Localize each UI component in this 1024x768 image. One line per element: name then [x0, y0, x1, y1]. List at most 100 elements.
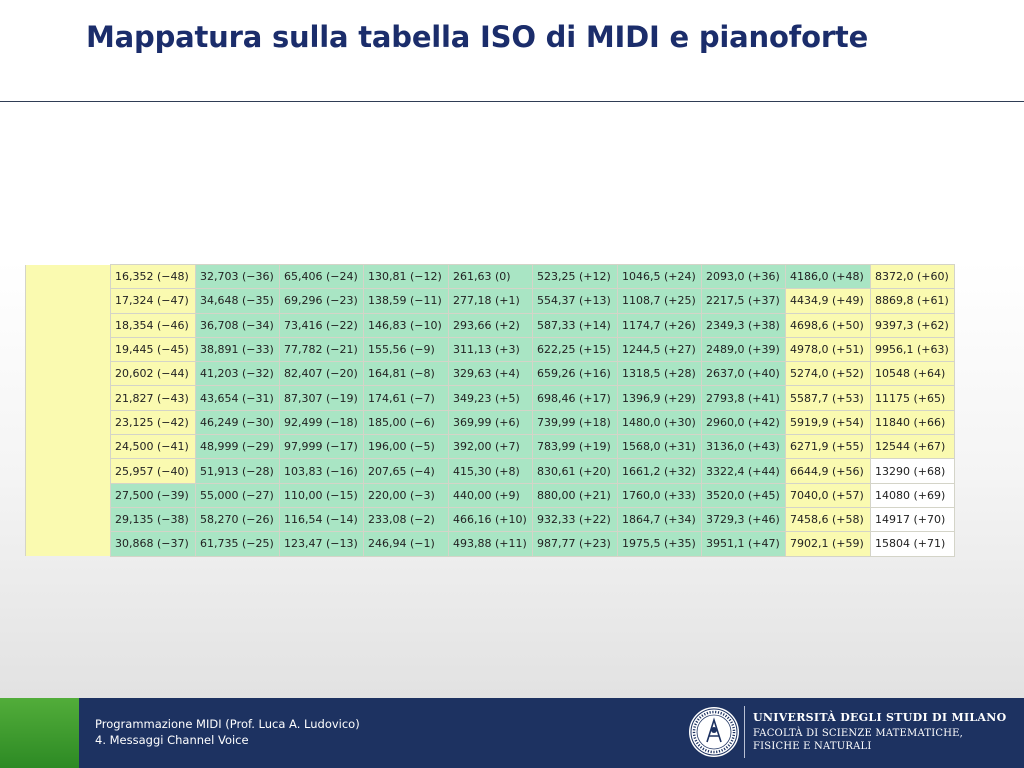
table-row: 20,602 (−44) 41,203 (−32) 82,407 (−20) 164,…	[25, 361, 955, 387]
table-cell: 73,416 (−22)	[279, 312, 364, 338]
table-cell: 32,703 (−36)	[195, 263, 280, 290]
table-cell: 82,407 (−20)	[279, 361, 364, 387]
table-cell: 3729,3 (+46)	[701, 506, 786, 533]
table-cell: 8372,0 (+60)	[870, 263, 955, 290]
table-cell: 3520,0 (+45)	[701, 482, 786, 508]
table-cell: 311,13 (+3)	[448, 336, 533, 363]
table-cell: 5274,0 (+52)	[785, 361, 871, 387]
table-cell: 277,18 (+1)	[448, 288, 533, 314]
table-cell: 18,354 (−46)	[110, 312, 196, 338]
table-cell: 21,827 (−43)	[110, 385, 196, 411]
table-cell: 7458,6 (+58)	[785, 506, 871, 533]
table-cell: 698,46 (+17)	[532, 385, 618, 411]
table-cell: 2793,8 (+41)	[701, 385, 786, 411]
table-row: 17,324 (−47) 34,648 (−35) 69,296 (−23) 138,…	[25, 288, 955, 314]
table-cell: 116,54 (−14)	[279, 506, 364, 533]
table-cell: 5587,7 (+53)	[785, 385, 871, 411]
table-cell: 174,61 (−7)	[363, 385, 449, 411]
table-cell: 20,602 (−44)	[110, 361, 196, 387]
table-cell: 4978,0 (+51)	[785, 336, 871, 363]
table-cell: 87,307 (−19)	[279, 385, 364, 411]
table-cell: 880,00 (+21)	[532, 482, 618, 508]
table-cell: 523,25 (+12)	[532, 263, 618, 290]
table-cell: 97,999 (−17)	[279, 434, 364, 460]
title-divider	[0, 101, 1024, 102]
table-cell: 155,56 (−9)	[363, 336, 449, 363]
university-logo-text: UNIVERSITÀ DEGLI STUDI DI MILANO FACOLTÀ…	[753, 711, 1007, 753]
table-cell: 1396,9 (+29)	[617, 385, 702, 411]
table-row: 30,868 (−37) 61,735 (−25) 123,47 (−13) 246,…	[25, 531, 955, 557]
table-blank-cell	[25, 313, 111, 338]
table-cell: 349,23 (+5)	[448, 385, 533, 411]
table-cell: 1244,5 (+27)	[617, 336, 702, 363]
table-cell: 4698,6 (+50)	[785, 312, 871, 338]
table-cell: 246,94 (−1)	[363, 531, 449, 557]
table-cell: 103,83 (−16)	[279, 458, 364, 484]
footer-course-info: Programmazione MIDI (Prof. Luca A. Ludov…	[95, 716, 360, 748]
table-row: 25,957 (−40) 51,913 (−28) 103,83 (−16) 207,…	[25, 458, 955, 484]
table-cell: 5919,9 (+54)	[785, 409, 871, 436]
table-cell: 65,406 (−24)	[279, 263, 364, 290]
table-cell: 130,81 (−12)	[363, 263, 449, 290]
table-cell: 46,249 (−30)	[195, 409, 280, 436]
table-blank-cell	[25, 361, 111, 386]
table-cell: 16,352 (−48)	[110, 263, 196, 290]
table-cell: 9397,3 (+62)	[870, 312, 955, 338]
faculty-name: FACOLTÀ DI SCIENZE MATEMATICHE, FISICHE …	[753, 727, 1007, 753]
table-cell: 7902,1 (+59)	[785, 531, 871, 557]
table-cell: 1864,7 (+34)	[617, 506, 702, 533]
table-cell: 659,26 (+16)	[532, 361, 618, 387]
table-row: 23,125 (−42) 46,249 (−30) 92,499 (−18) 185,…	[25, 409, 955, 436]
table-cell: 58,270 (−26)	[195, 506, 280, 533]
table-cell: 123,47 (−13)	[279, 531, 364, 557]
university-name: UNIVERSITÀ DEGLI STUDI DI MILANO	[753, 711, 1007, 724]
table-cell: 34,648 (−35)	[195, 288, 280, 314]
table-cell: 24,500 (−41)	[110, 434, 196, 460]
table-cell: 932,33 (+22)	[532, 506, 618, 533]
table-cell: 29,135 (−38)	[110, 506, 196, 533]
table-row: 27,500 (−39) 55,000 (−27) 110,00 (−15) 220,…	[25, 482, 955, 508]
table-cell: 1318,5 (+28)	[617, 361, 702, 387]
table-blank-cell	[25, 507, 111, 532]
table-cell: 77,782 (−21)	[279, 336, 364, 363]
table-cell: 51,913 (−28)	[195, 458, 280, 484]
table-blank-cell	[25, 264, 111, 289]
table-cell: 1568,0 (+31)	[617, 434, 702, 460]
footer-course: Programmazione MIDI (Prof. Luca A. Ludov…	[95, 717, 360, 731]
table-cell: 220,00 (−3)	[363, 482, 449, 508]
table-cell: 233,08 (−2)	[363, 506, 449, 533]
faculty-line-2: FISICHE E NATURALI	[753, 741, 872, 752]
table-cell: 830,61 (+20)	[532, 458, 618, 484]
table-cell: 1108,7 (+25)	[617, 288, 702, 314]
table-cell: 207,65 (−4)	[363, 458, 449, 484]
table-cell: 1661,2 (+32)	[617, 458, 702, 484]
table-cell: 110,00 (−15)	[279, 482, 364, 508]
table-cell: 25,957 (−40)	[110, 458, 196, 484]
table-row: 18,354 (−46) 36,708 (−34) 73,416 (−22) 146,…	[25, 312, 955, 338]
table-blank-cell	[25, 385, 111, 411]
table-cell: 55,000 (−27)	[195, 482, 280, 508]
table-cell: 17,324 (−47)	[110, 288, 196, 314]
table-cell: 30,868 (−37)	[110, 531, 196, 557]
table-cell: 587,33 (+14)	[532, 312, 618, 338]
table-cell: 622,25 (+15)	[532, 336, 618, 363]
table-cell: 185,00 (−6)	[363, 409, 449, 436]
table-cell: 138,59 (−11)	[363, 288, 449, 314]
table-cell: 3322,4 (+44)	[701, 458, 786, 484]
table-cell: 987,77 (+23)	[532, 531, 618, 557]
table-cell: 14917 (+70)	[870, 506, 955, 533]
table-cell: 12544 (+67)	[870, 434, 955, 460]
table-cell: 36,708 (−34)	[195, 312, 280, 338]
table-cell: 392,00 (+7)	[448, 434, 533, 460]
table-row: 24,500 (−41) 48,999 (−29) 97,999 (−17) 196,…	[25, 434, 955, 460]
table-blank-cell	[25, 434, 111, 459]
slide-title: Mappatura sulla tabella ISO di MIDI e pi…	[86, 20, 869, 54]
table-cell: 466,16 (+10)	[448, 506, 533, 533]
university-seal-icon	[689, 707, 739, 757]
table-cell: 2093,0 (+36)	[701, 263, 786, 290]
table-cell: 7040,0 (+57)	[785, 482, 871, 508]
table-blank-cell	[25, 531, 111, 557]
table-cell: 2349,3 (+38)	[701, 312, 786, 338]
table-cell: 6271,9 (+55)	[785, 434, 871, 460]
table-blank-cell	[25, 337, 111, 362]
